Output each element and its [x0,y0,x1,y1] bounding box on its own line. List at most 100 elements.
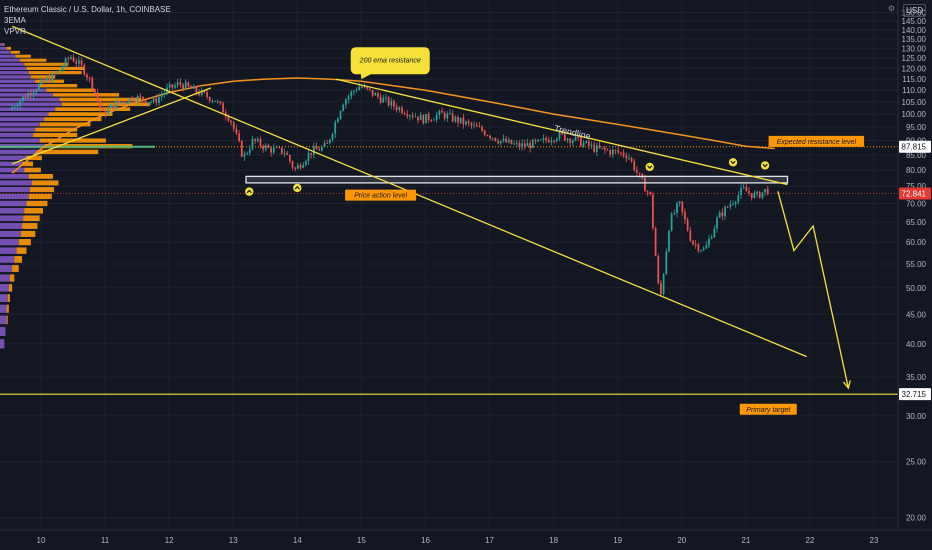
time-axis[interactable] [0,530,932,550]
chevron-up-marker[interactable] [293,183,302,193]
candle-body [144,100,147,104]
candle-body [748,191,750,194]
candle-body [118,101,120,103]
candle-body [523,143,526,147]
volume-profile-bar-down [12,265,19,273]
volume-profile-bar-up [0,84,40,88]
price-axis-badge[interactable] [899,187,931,200]
volume-profile-bar-down [48,112,113,117]
chart-legend: Ethereum Classic / U.S. Dollar, 1h, COIN… [4,4,171,37]
volume-profile-bar-down [24,167,41,173]
candle-body [216,101,219,103]
candle-body [590,144,593,146]
candle-body [726,206,729,208]
candle-body [304,160,307,165]
candle-body [48,77,51,82]
price-tick-label: 40.00 [906,340,927,349]
candle-body [604,147,606,150]
candle-body [168,84,171,88]
volume-profile-bar-down [14,256,23,263]
currency-selector[interactable]: USD [903,4,926,17]
callout-box[interactable] [739,403,797,415]
price-tick-label: 50.00 [906,284,927,293]
price-tick-label: 110.00 [902,86,926,95]
chevron-down-marker[interactable] [645,162,654,172]
candle-body [491,138,494,139]
rising-support-line[interactable] [11,87,212,165]
volume-profile-bar-down [33,132,78,138]
candle-body [379,96,382,103]
volume-profile-bar-up [0,75,31,79]
candle-body [371,89,374,96]
candle-body [278,147,281,149]
callout-label: Price action level [354,193,407,200]
time-tick-label: 18 [549,536,558,545]
candle-body [483,130,486,136]
candle-body [670,213,673,231]
callout-box[interactable] [768,135,865,147]
volume-profile-bar-down [7,294,10,302]
price-action-zone[interactable] [245,175,789,184]
volume-profile-bar-down [26,155,42,161]
candle-body [729,204,732,207]
candle-body [96,92,99,101]
callout-box[interactable] [345,189,417,201]
volume-profile-bar-up [0,161,23,167]
indicator-vpvr-label[interactable]: VPVR [4,27,26,36]
candle-body [62,66,64,70]
volume-profile-bar-up [0,247,17,254]
candle-body [171,84,174,88]
indicator-3ema-label[interactable]: 3EMA [4,16,26,25]
candle-body [758,191,761,198]
candle-body [339,110,342,119]
symbol-title[interactable]: Ethereum Classic / U.S. Dollar, 1h, COIN… [4,5,171,14]
chevron-down-marker[interactable] [728,158,738,167]
price-axis[interactable] [898,0,932,550]
chevron-down-marker[interactable] [760,161,770,170]
candle-body [756,191,758,194]
price-tick-label: 80.00 [906,166,927,175]
volume-profile-bar-up [0,97,60,102]
time-tick-label: 14 [293,536,302,545]
projection-arrowhead [842,380,851,390]
candle-body [179,82,182,85]
volume-profile-bar-up [0,339,5,349]
candle-body [411,115,414,117]
gear-icon[interactable]: ⚙ [887,4,895,13]
ema-resistance-callout[interactable] [350,47,430,75]
candle-body [531,139,534,149]
volume-profile-bar-up [0,315,7,325]
candle-body [571,140,574,144]
candle-body [595,145,598,152]
candle-body [248,149,251,154]
price-axis-badge[interactable] [899,140,931,153]
candle-body [566,138,569,141]
price-tick-label: 140.00 [902,26,927,35]
candle-body [126,103,128,104]
candle-body [291,161,294,168]
chevron-up-marker[interactable] [245,187,254,196]
volume-profile-bar-up [0,107,56,112]
volume-profile-bar-down [20,230,36,237]
projection-path[interactable] [777,191,850,389]
time-tick-label: 21 [741,536,750,545]
candle-body [307,152,310,161]
descending-resistance-trendline[interactable] [335,78,788,186]
candle-body [337,118,339,123]
candle-body [681,201,684,212]
price-tick-label: 145.00 [902,17,927,26]
candle-body [702,248,705,251]
candle-body [761,192,764,198]
price-axis-badge[interactable] [899,388,931,401]
price-tick-label: 85.00 [906,151,927,160]
candle-body [430,120,433,121]
candle-body [721,212,724,217]
volume-profile-bar-up [0,149,38,155]
volume-profile-bar-down [26,66,84,70]
callout-label: 200 ema resistance [359,58,421,65]
candle-body [347,96,350,100]
candle-body [609,150,612,155]
